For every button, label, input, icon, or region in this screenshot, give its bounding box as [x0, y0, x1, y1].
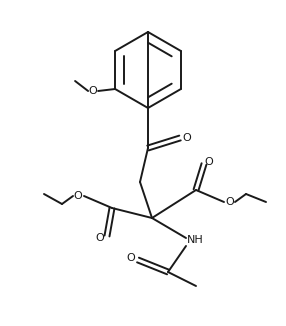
Text: O: O [89, 86, 98, 96]
Text: O: O [204, 157, 213, 167]
Text: O: O [226, 197, 234, 207]
Text: O: O [183, 133, 191, 143]
Text: NH: NH [187, 235, 203, 245]
Text: O: O [127, 253, 135, 263]
Text: O: O [96, 233, 104, 243]
Text: O: O [74, 191, 82, 201]
